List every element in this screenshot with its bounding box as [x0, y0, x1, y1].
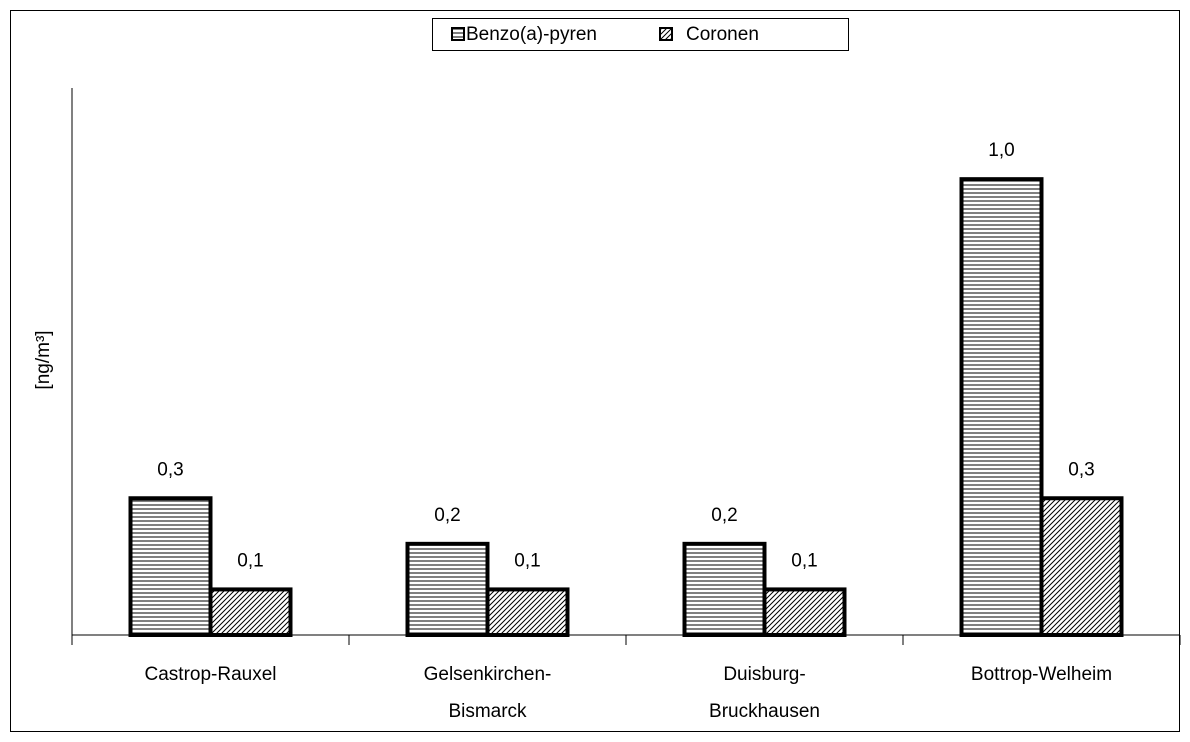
x-tick-label-line: Duisburg- [723, 664, 805, 685]
data-label: 0,3 [157, 459, 183, 480]
legend-box [432, 18, 849, 51]
bar [405, 541, 490, 637]
bar [762, 587, 847, 638]
legend-swatch [659, 27, 673, 41]
data-label: 0,1 [791, 550, 817, 571]
data-label: 0,3 [1068, 459, 1094, 480]
bar [485, 587, 570, 638]
x-tick-label-line: Bismarck [448, 701, 527, 722]
x-tick-label-line: Gelsenkirchen- [424, 664, 552, 685]
x-tick-label: Castrop-Rauxel [145, 664, 277, 685]
data-label: 0,1 [514, 550, 540, 571]
x-tick-label-line: Bottrop-Welheim [971, 664, 1112, 685]
bar [1039, 496, 1124, 637]
data-label: 0,2 [434, 505, 460, 526]
x-tick-label-line: Bruckhausen [709, 701, 820, 722]
bar [682, 541, 767, 637]
bar [959, 177, 1044, 638]
bar [128, 496, 213, 637]
x-tick-label: Bottrop-Welheim [971, 664, 1112, 685]
data-label: 0,1 [237, 550, 263, 571]
legend-label: Benzo(a)-pyren [466, 24, 597, 45]
data-label: 0,2 [711, 505, 737, 526]
x-tick-label-line: Castrop-Rauxel [145, 664, 277, 685]
legend-label: Coronen [686, 24, 759, 45]
x-tick-label: Gelsenkirchen- Bismarck [424, 664, 552, 722]
x-tick-label: Duisburg- Bruckhausen [709, 664, 820, 722]
y-axis-label: [ng/m³] [33, 330, 54, 389]
data-label: 1,0 [988, 140, 1014, 161]
legend-swatch [451, 27, 465, 41]
chart-border [10, 10, 1180, 732]
bar [208, 587, 293, 638]
